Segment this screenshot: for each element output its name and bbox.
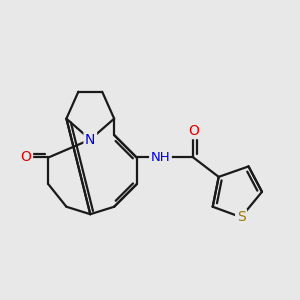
Text: NH: NH xyxy=(151,151,170,164)
Text: S: S xyxy=(237,210,245,224)
Text: O: O xyxy=(21,151,32,164)
Text: N: N xyxy=(85,133,95,146)
Text: O: O xyxy=(188,124,199,138)
